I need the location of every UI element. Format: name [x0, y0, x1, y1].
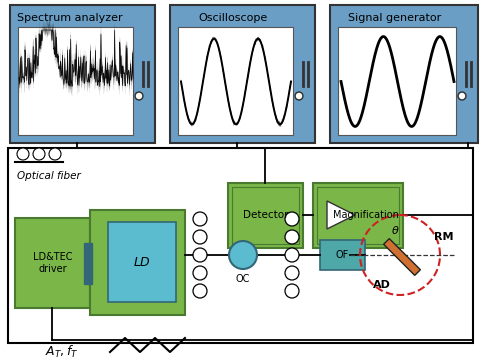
Bar [319, 240, 364, 270]
Circle shape [285, 266, 298, 280]
Text: Signal generator: Signal generator [347, 13, 440, 23]
Bar [383, 238, 420, 276]
Bar [170, 5, 314, 143]
Text: LD&TEC
driver: LD&TEC driver [33, 252, 72, 274]
Text: OF: OF [335, 250, 348, 260]
Polygon shape [326, 201, 354, 229]
Bar [15, 218, 90, 308]
Circle shape [228, 241, 257, 269]
Bar [227, 183, 302, 248]
Bar [90, 210, 184, 315]
Text: Detector: Detector [242, 211, 287, 220]
Circle shape [457, 92, 465, 100]
Circle shape [296, 94, 301, 98]
Text: Spectrum analyzer: Spectrum analyzer [17, 13, 123, 23]
Bar [337, 27, 455, 135]
Circle shape [285, 212, 298, 226]
Circle shape [193, 248, 207, 262]
Text: $A_T, f_T$: $A_T, f_T$ [45, 344, 78, 360]
Circle shape [193, 230, 207, 244]
Text: Oscilloscope: Oscilloscope [198, 13, 267, 23]
Circle shape [193, 284, 207, 298]
Text: OC: OC [235, 274, 250, 284]
Bar [178, 27, 292, 135]
Text: LD: LD [134, 256, 150, 269]
Bar [312, 183, 402, 248]
Bar [231, 187, 298, 244]
Bar [84, 243, 92, 284]
Circle shape [193, 266, 207, 280]
Circle shape [17, 148, 29, 160]
Bar [317, 187, 398, 244]
Bar [8, 148, 472, 343]
Bar [18, 27, 133, 135]
Circle shape [285, 230, 298, 244]
Circle shape [458, 94, 464, 98]
Circle shape [193, 212, 207, 226]
Circle shape [285, 284, 298, 298]
Circle shape [136, 94, 141, 98]
Text: RM: RM [433, 232, 453, 242]
Circle shape [285, 248, 298, 262]
Text: Optical fiber: Optical fiber [17, 171, 80, 181]
Bar [329, 5, 477, 143]
Circle shape [135, 92, 143, 100]
Text: AD: AD [372, 280, 390, 290]
Circle shape [33, 148, 45, 160]
Circle shape [294, 92, 302, 100]
Text: Magnification: Magnification [333, 211, 398, 220]
Bar [108, 222, 176, 302]
Text: $\theta$: $\theta$ [390, 224, 398, 236]
Bar [10, 5, 155, 143]
Circle shape [49, 148, 61, 160]
